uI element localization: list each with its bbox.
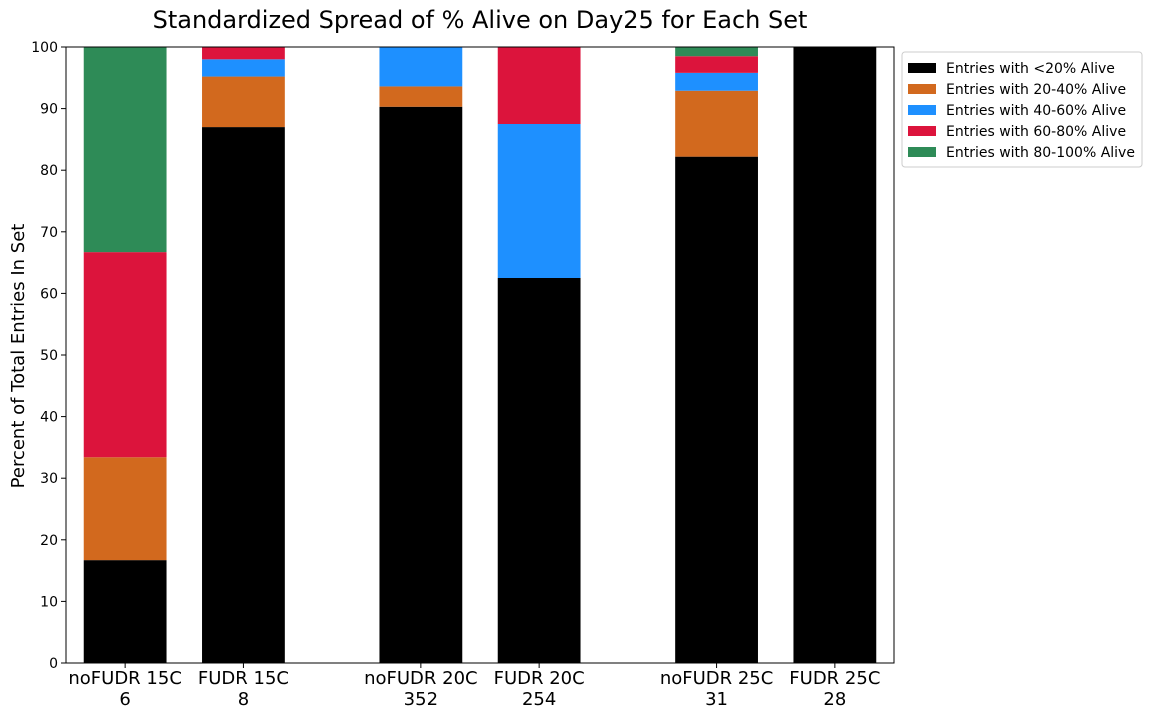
bar-segment-2-3 — [202, 59, 285, 77]
y-tick-label: 40 — [40, 410, 58, 426]
x-tick-count: 352 — [404, 689, 438, 710]
y-tick-label: 50 — [40, 348, 58, 364]
plot-frame — [65, 46, 895, 664]
y-tick-label: 30 — [40, 471, 58, 487]
bar-segment-1-4 — [83, 252, 167, 458]
x-tick-count: 6 — [119, 689, 130, 710]
chart-title: Standardized Spread of % Alive on Day25 … — [153, 6, 808, 34]
legend-label: Entries with 40-60% Alive — [946, 103, 1126, 119]
bar-segment-5-5 — [675, 47, 758, 57]
bar-segment-5-2 — [675, 90, 758, 157]
bar-segment-4-3 — [497, 124, 581, 278]
legend-label: Entries with 60-80% Alive — [946, 124, 1126, 140]
y-tick-label: 80 — [40, 163, 58, 179]
x-tick-count: 28 — [823, 689, 846, 710]
x-tick-label: FUDR 20C — [494, 668, 585, 689]
legend: Entries with <20% Alive Entries with 20-4… — [901, 51, 1143, 168]
legend-swatch — [908, 147, 936, 157]
bar-segment-3-3 — [379, 47, 463, 87]
bar-segment-2-4 — [202, 47, 285, 60]
x-tick-label: noFUDR 20C — [364, 668, 478, 689]
bar-segment-3-2 — [379, 86, 463, 107]
x-tick-label: noFUDR 15C — [68, 668, 182, 689]
x-tick-count: 8 — [238, 689, 249, 710]
bars-layer — [83, 47, 877, 663]
legend-swatch — [908, 84, 936, 94]
bar-segment-1-1 — [83, 560, 167, 663]
legend-label: Entries with 20-40% Alive — [946, 82, 1126, 98]
bar-segment-6-1 — [793, 47, 877, 663]
x-tick-label: FUDR 25C — [789, 668, 880, 689]
x-tick-count: 254 — [522, 689, 556, 710]
legend-swatch — [908, 126, 936, 136]
bar-segment-5-4 — [675, 56, 758, 73]
y-tick-label: 90 — [40, 102, 58, 118]
bar-segment-3-1 — [379, 106, 463, 663]
x-tick-label: FUDR 15C — [198, 668, 289, 689]
x-tick-label: noFUDR 25C — [660, 668, 774, 689]
bar-segment-1-5 — [83, 47, 167, 253]
y-tick-label: 60 — [40, 286, 58, 302]
y-tick-label: 0 — [49, 656, 58, 672]
x-tick-count: 31 — [705, 689, 728, 710]
y-axis-label: Percent of Total Entries In Set — [8, 224, 29, 489]
y-tick-label: 20 — [40, 533, 58, 549]
legend-swatch — [908, 63, 936, 73]
legend-label: Entries with <20% Alive — [946, 61, 1115, 77]
legend-label: Entries with 80-100% Alive — [946, 145, 1135, 161]
bar-segment-2-1 — [202, 127, 285, 663]
bar-segment-4-4 — [497, 47, 581, 124]
legend-swatch — [908, 105, 936, 115]
bar-segment-4-1 — [497, 278, 581, 663]
bar-segment-5-1 — [675, 156, 758, 663]
bar-segment-2-2 — [202, 76, 285, 128]
bar-segment-5-3 — [675, 72, 758, 91]
bar-segment-1-2 — [83, 457, 167, 561]
y-tick-label: 10 — [40, 594, 58, 610]
y-tick-label: 70 — [40, 225, 58, 241]
y-tick-label: 100 — [31, 40, 58, 56]
legend-box — [901, 51, 1143, 168]
